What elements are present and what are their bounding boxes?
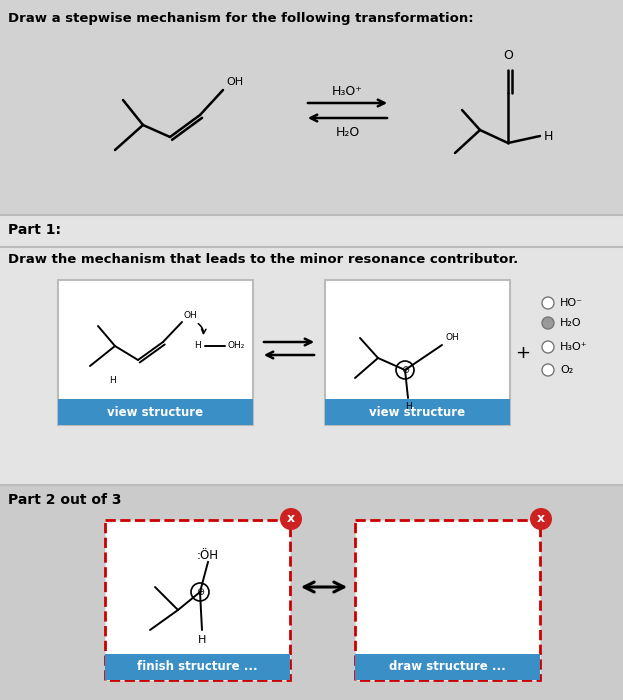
Text: OH₂: OH₂ — [227, 342, 244, 351]
FancyBboxPatch shape — [325, 280, 510, 425]
Text: ⊕: ⊕ — [196, 587, 204, 597]
Circle shape — [530, 508, 552, 530]
Text: H: H — [404, 402, 411, 411]
Text: O₂: O₂ — [560, 365, 573, 375]
Text: H₃O⁺: H₃O⁺ — [332, 85, 363, 98]
Bar — [0, 0, 623, 215]
FancyBboxPatch shape — [58, 399, 253, 425]
Text: ⊕: ⊕ — [401, 365, 409, 375]
Text: Draw the mechanism that leads to the minor resonance contributor.: Draw the mechanism that leads to the min… — [8, 253, 518, 266]
Text: finish structure ...: finish structure ... — [137, 661, 258, 673]
Text: x: x — [287, 512, 295, 526]
Circle shape — [542, 297, 554, 309]
Text: H₃O⁺: H₃O⁺ — [560, 342, 587, 352]
Text: view structure: view structure — [107, 405, 204, 419]
Bar — [0, 485, 623, 700]
Text: H: H — [544, 130, 553, 143]
FancyBboxPatch shape — [355, 520, 540, 680]
Circle shape — [542, 341, 554, 353]
Text: H: H — [198, 635, 206, 645]
FancyBboxPatch shape — [105, 520, 290, 680]
Text: H₂O: H₂O — [560, 318, 582, 328]
FancyBboxPatch shape — [58, 280, 253, 425]
Text: OH: OH — [445, 333, 459, 342]
Text: OH: OH — [184, 311, 197, 320]
FancyArrowPatch shape — [198, 323, 206, 333]
Text: :ÖH: :ÖH — [197, 549, 219, 562]
Text: HO⁻: HO⁻ — [560, 298, 583, 308]
Text: H: H — [108, 376, 115, 385]
Circle shape — [280, 508, 302, 530]
FancyBboxPatch shape — [355, 654, 540, 680]
FancyBboxPatch shape — [325, 399, 510, 425]
Text: Part 2 out of 3: Part 2 out of 3 — [8, 493, 121, 507]
FancyBboxPatch shape — [105, 654, 290, 680]
Text: H: H — [194, 342, 201, 351]
Text: x: x — [537, 512, 545, 526]
Text: Part 1:: Part 1: — [8, 223, 61, 237]
Text: +: + — [515, 344, 531, 362]
Text: H₂O: H₂O — [335, 126, 359, 139]
Bar — [0, 215, 623, 485]
Text: draw structure ...: draw structure ... — [389, 661, 506, 673]
Circle shape — [542, 317, 554, 329]
Circle shape — [542, 364, 554, 376]
Text: view structure: view structure — [369, 405, 465, 419]
Text: OH: OH — [226, 77, 243, 87]
Text: O: O — [503, 49, 513, 62]
Text: Draw a stepwise mechanism for the following transformation:: Draw a stepwise mechanism for the follow… — [8, 12, 473, 25]
